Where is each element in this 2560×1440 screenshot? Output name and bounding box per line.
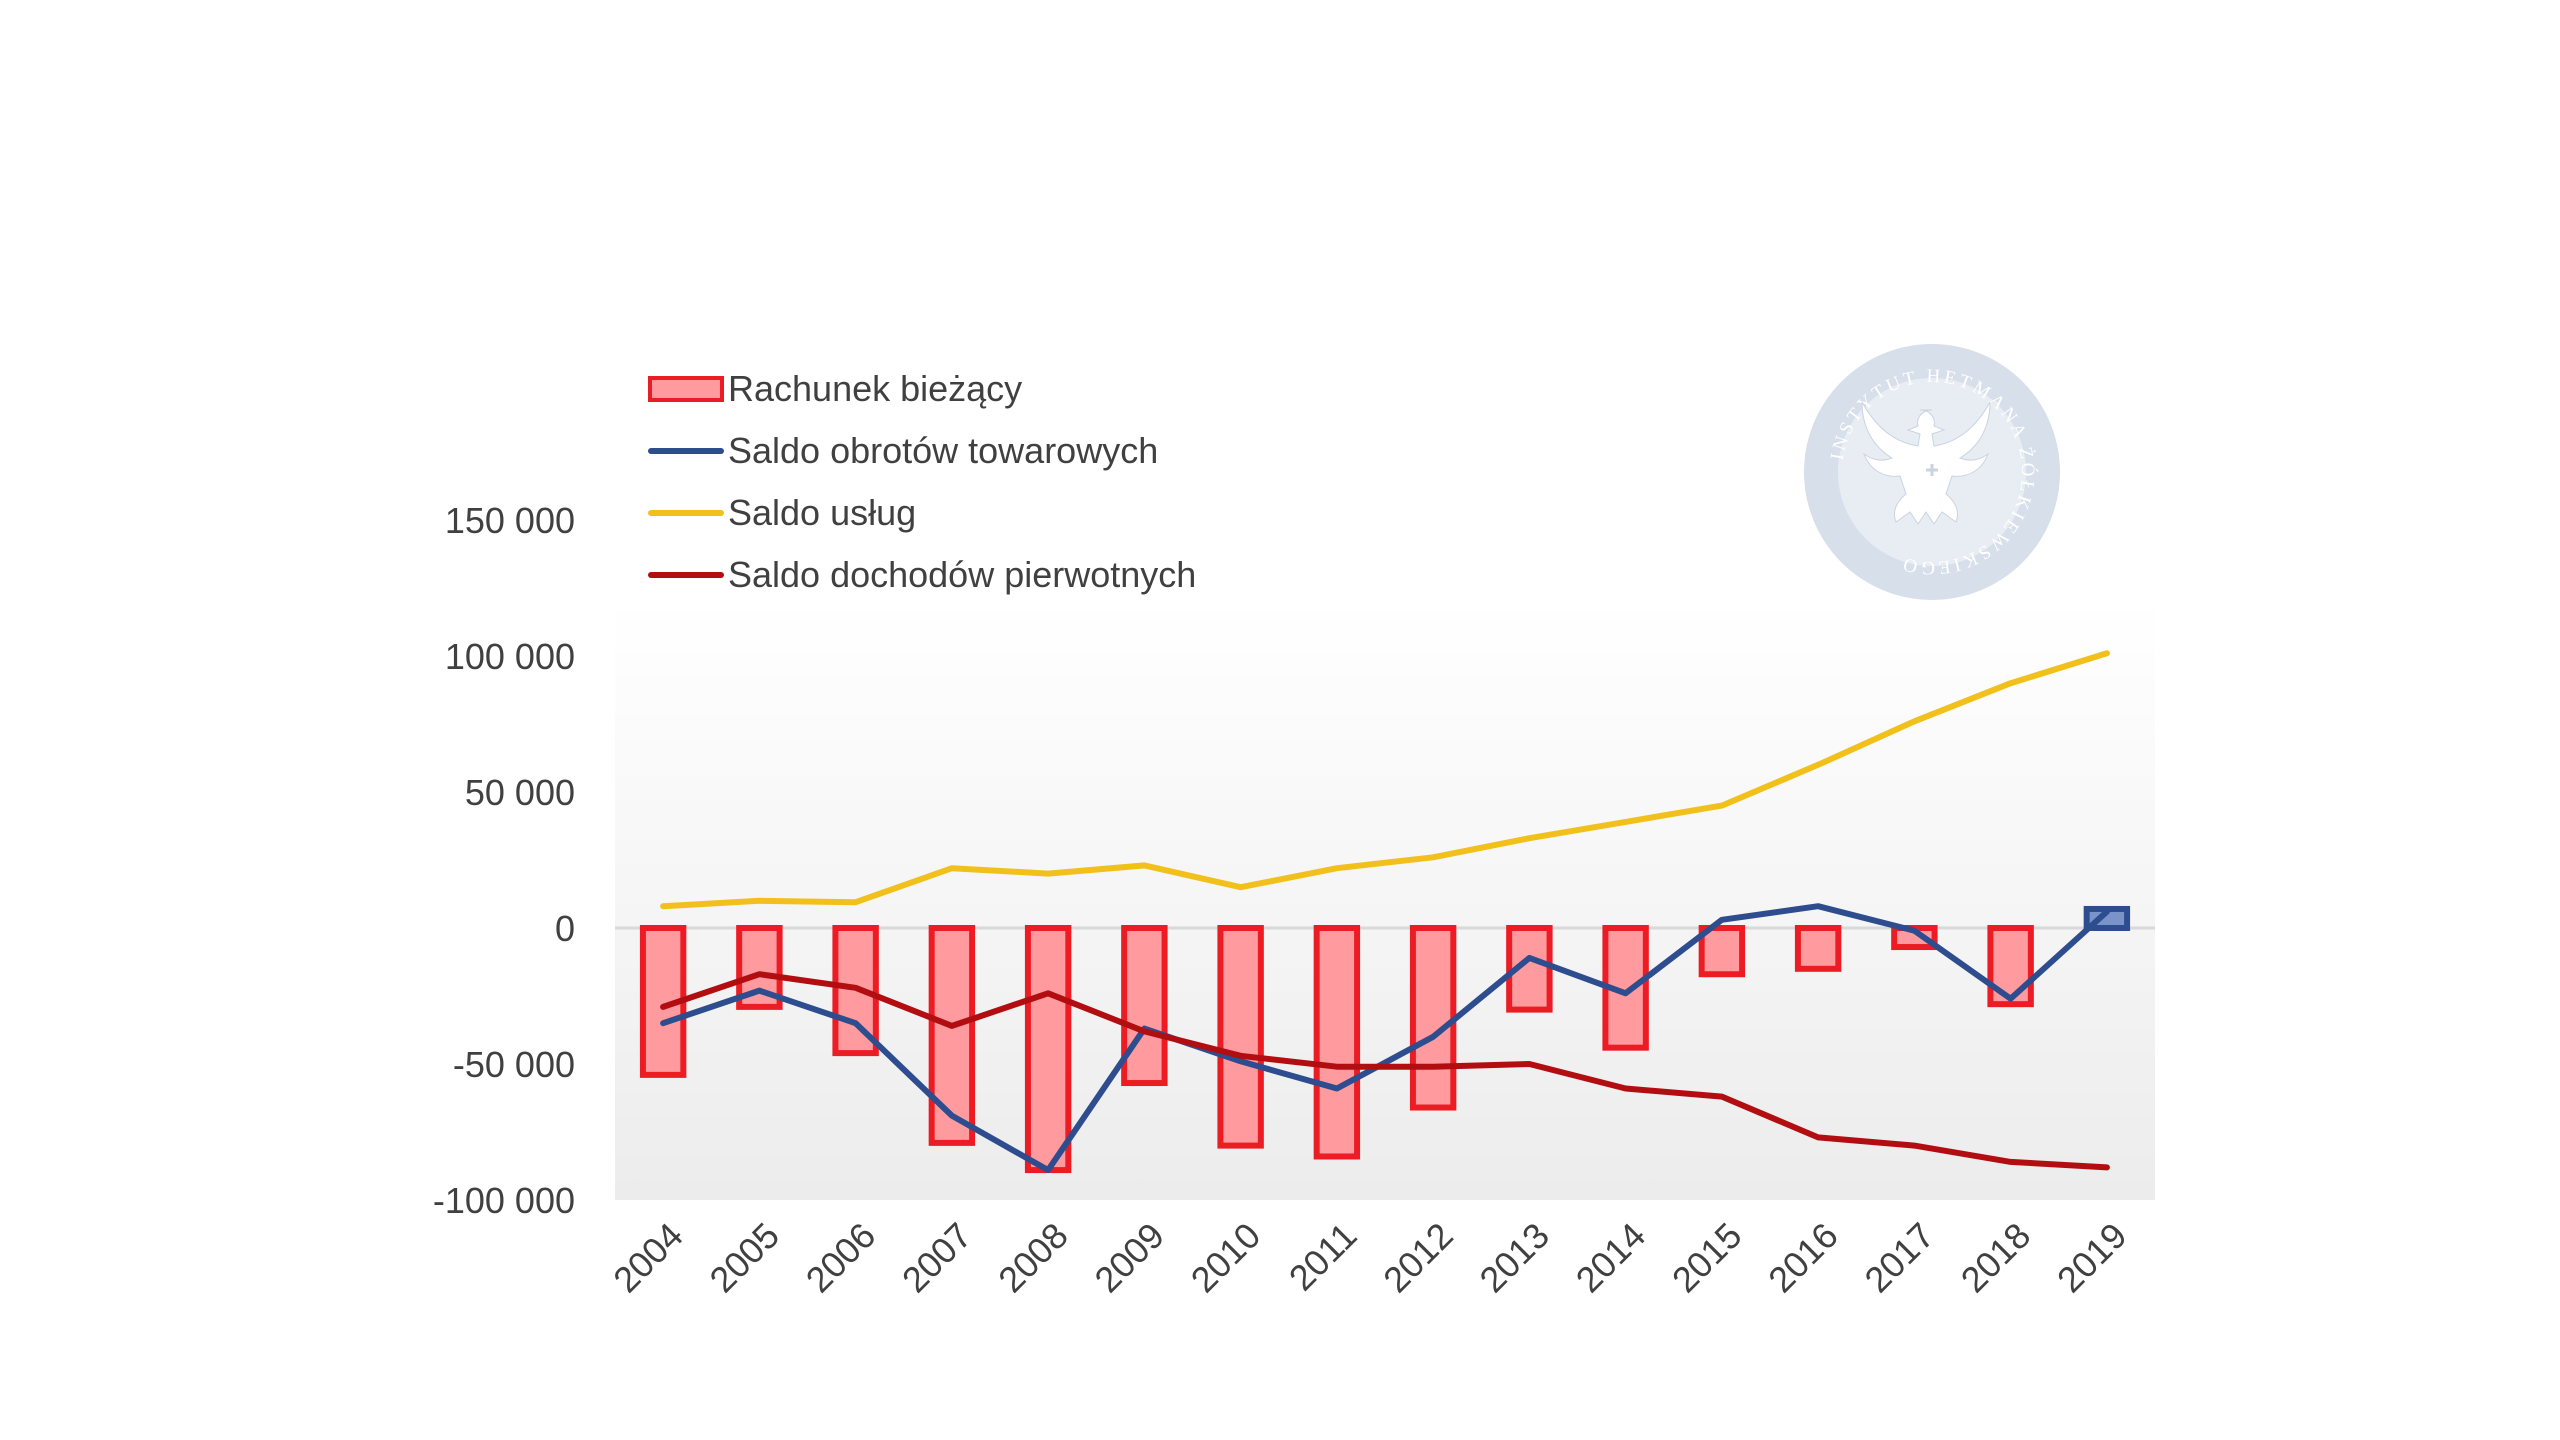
- line-2: [660, 650, 2110, 910]
- x-tick-label: 2007: [894, 1215, 980, 1301]
- x-tick-label: 2014: [1568, 1215, 1654, 1301]
- y-tick-label: -50 000: [453, 1044, 575, 1085]
- legend-label: Rachunek bieżący: [728, 368, 1023, 409]
- legend-swatch-line: [648, 495, 724, 531]
- legend-label: Saldo usług: [728, 492, 917, 533]
- legend-swatch-line: [648, 557, 724, 593]
- x-tick-label: 2017: [1856, 1215, 1942, 1301]
- y-tick-label: 50 000: [465, 772, 575, 813]
- line-3: [660, 971, 2110, 1171]
- x-tick-label: 2010: [1183, 1215, 1269, 1301]
- bar-2008: [1024, 925, 1072, 1174]
- x-tick-label: 2015: [1664, 1215, 1750, 1301]
- x-tick-label: 2016: [1760, 1215, 1846, 1301]
- legend-label: Saldo dochodów pierwotnych: [728, 554, 1197, 595]
- legend-item-uslug: Saldo usług: [648, 482, 1196, 544]
- x-tick-label: 2011: [1281, 1215, 1365, 1299]
- x-tick-label: 2019: [2049, 1215, 2135, 1301]
- bar-2007: [928, 925, 976, 1146]
- x-tick-label: 2006: [798, 1215, 884, 1301]
- x-axis-ticks: 2004 2005 2006 2007 2008 2009 2010 2011 2012 2013…: [605, 1215, 2134, 1301]
- legend-item-pierwotnych: Saldo dochodów pierwotnych: [648, 544, 1196, 606]
- x-tick-label: 2004: [605, 1215, 691, 1301]
- bar-2016: [1794, 925, 1842, 972]
- bar-2012: [1409, 925, 1457, 1111]
- x-tick-label: 2013: [1471, 1215, 1557, 1301]
- legend-item-towarowych: Saldo obrotów towarowych: [648, 420, 1196, 482]
- y-tick-label: -100 000: [433, 1180, 575, 1221]
- x-tick-label: 2008: [990, 1215, 1076, 1301]
- x-tick-label: 2005: [701, 1215, 787, 1301]
- bar-2018: [1987, 925, 2034, 1008]
- line-1: [660, 903, 2110, 1174]
- institute-seal-watermark: INSTYTUT HETMANA ŻÓŁKIEWSKIEGO: [1804, 344, 2060, 600]
- bar-2010: [1217, 925, 1264, 1149]
- line-series: [660, 650, 2110, 1174]
- plot-background: [615, 600, 2155, 1200]
- legend-label: Saldo obrotów towarowych: [728, 430, 1159, 471]
- y-tick-label: 0: [555, 908, 575, 949]
- y-axis-ticks: 150 000 100 000 50 000 0 -50 000 -100 000: [433, 500, 575, 1221]
- bar-2009: [1121, 925, 1168, 1087]
- bar-2015: [1698, 925, 1746, 978]
- x-tick-label: 2018: [1953, 1215, 2039, 1301]
- legend-swatch-bar: [648, 376, 724, 402]
- x-tick-label: 2012: [1375, 1215, 1461, 1301]
- legend: Rachunek bieżący Saldo obrotów towarowyc…: [648, 358, 1196, 606]
- legend-item-rachunek: Rachunek bieżący: [648, 358, 1196, 420]
- bar-2011: [1313, 925, 1361, 1160]
- y-tick-label: 100 000: [445, 636, 575, 677]
- legend-swatch-line: [648, 433, 724, 469]
- y-tick-label: 150 000: [445, 500, 575, 541]
- x-tick-label: 2009: [1086, 1215, 1172, 1301]
